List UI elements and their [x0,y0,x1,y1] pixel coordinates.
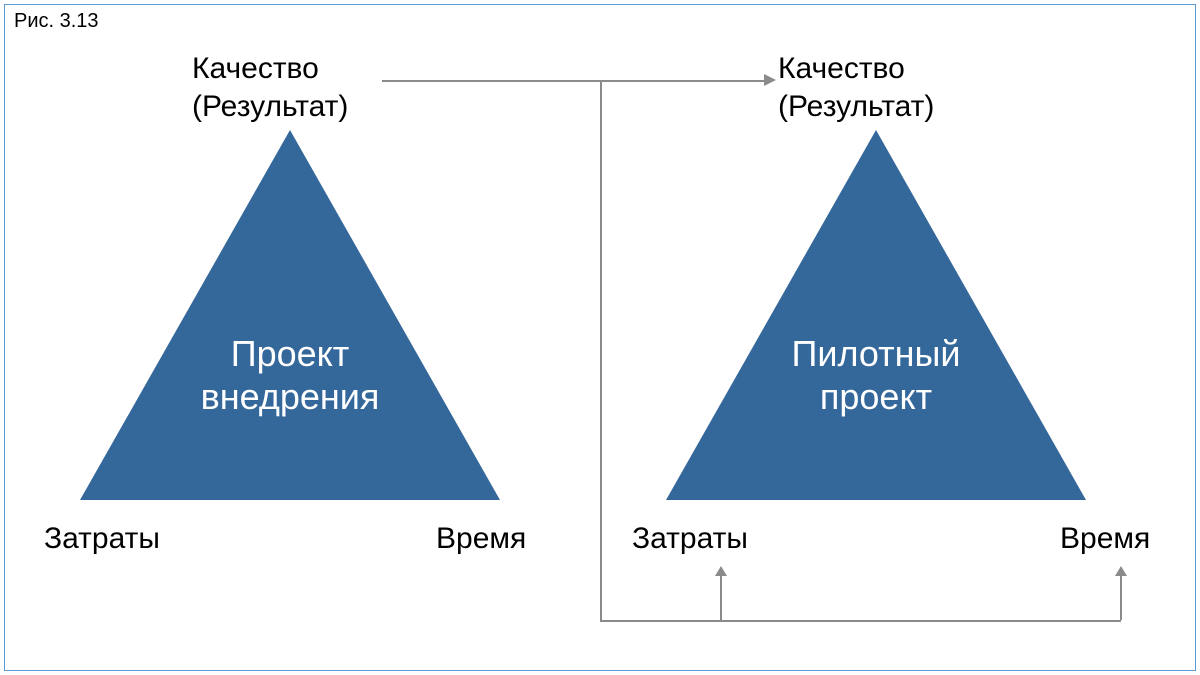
figure-label: Рис. 3.13 [14,10,99,33]
left-top-label-line1: Качество [192,52,319,85]
vertical-connector [600,80,602,620]
left-top-label-line2: (Результат) [192,90,348,123]
right-bottom-left-label: Затраты [632,520,748,558]
up-arrow-right-head [1115,566,1127,576]
right-triangle [666,130,1086,500]
left-triangle-title-line2: внедрения [201,376,380,417]
up-arrow-left-line [720,576,722,620]
left-bottom-left-label: Затраты [44,520,160,558]
right-top-label-line2: (Результат) [778,90,934,123]
right-triangle-title-line2: проект [820,376,932,417]
right-triangle-title: Пилотный проект [726,332,1026,418]
left-triangle-title-line1: Проект [231,333,350,374]
top-arrow-head [764,74,776,86]
left-triangle-title: Проект внедрения [140,332,440,418]
up-arrow-left-head [715,566,727,576]
left-bottom-right-label: Время [436,520,526,558]
bottom-horizontal-line [600,620,1121,622]
right-top-label-line1: Качество [778,52,905,85]
left-top-label: Качество (Результат) [192,50,348,125]
up-arrow-right-line [1120,576,1122,620]
right-bottom-right-label: Время [1060,520,1150,558]
top-arrow-line [382,80,768,82]
right-triangle-title-line1: Пилотный [792,333,961,374]
right-top-label: Качество (Результат) [778,50,934,125]
left-triangle [80,130,500,500]
